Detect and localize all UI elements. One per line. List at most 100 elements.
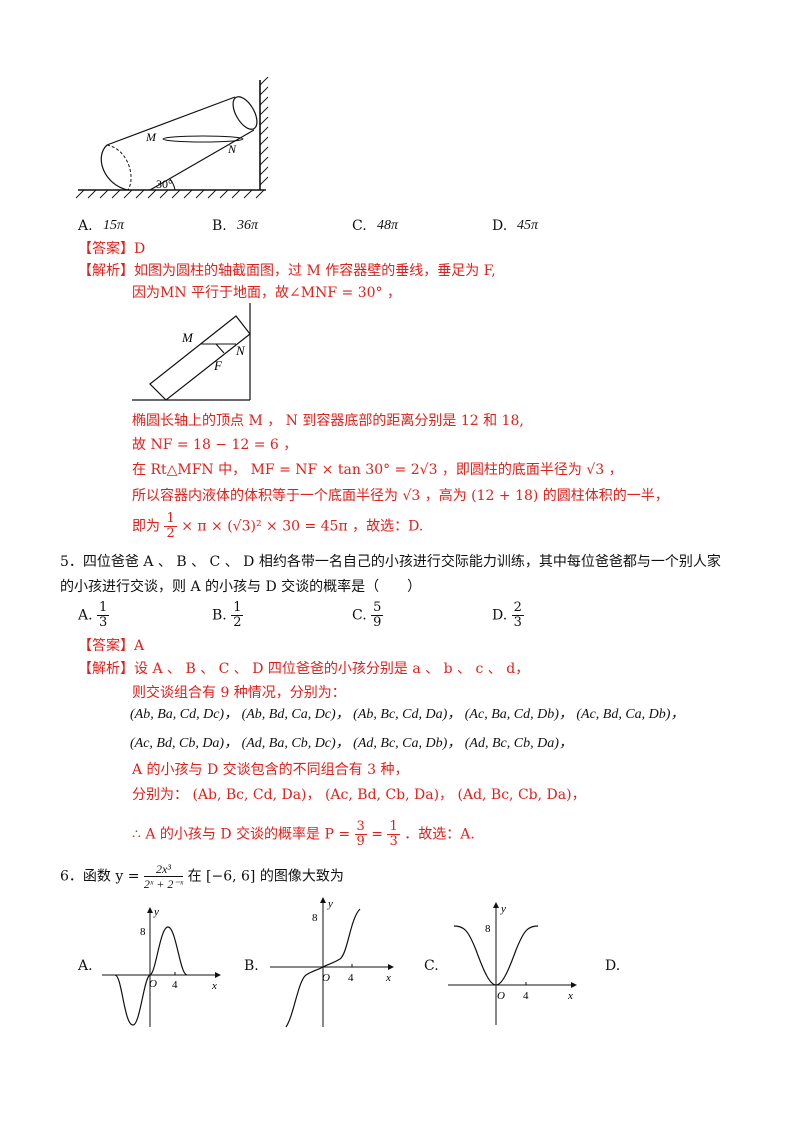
tick-label-x: 4: [523, 990, 529, 1002]
origin-label: O: [149, 978, 157, 990]
q5-stem-line-1: 5．四位爸爸 A 、 B 、 C 、 D 相约各带一名自己的小孩进行交际能力训练…: [60, 554, 721, 570]
option-letter: C.: [352, 607, 367, 624]
function-fraction: 2x³ 2ˣ + 2⁻ˣ: [143, 862, 184, 891]
q5-analysis-line-2: 则交谈组合有 9 种情况，分别为：: [132, 685, 346, 701]
axis-label-x: x: [211, 980, 217, 992]
analysis-text: 如图为圆柱的轴截面图，过 M 作容器壁的垂线，垂足为 F,: [134, 263, 496, 279]
tick-label-x: 4: [348, 972, 354, 984]
fraction-numerator: 1: [387, 819, 400, 835]
q6-stem: 6．函数 y = 2x³ 2ˣ + 2⁻ˣ 在 [−6, 6] 的图像大致为: [60, 862, 344, 891]
analysis-text: 设 A 、 B 、 C 、 D 四位爸爸的小孩分别是 a 、 b 、 c 、 d…: [134, 661, 530, 677]
origin-label: O: [497, 990, 505, 1002]
fraction-denominator: 3: [389, 834, 398, 849]
q4-analysis-line-1: 【解析】如图为圆柱的轴截面图，过 M 作容器壁的垂线，垂足为 F,: [78, 262, 496, 280]
fraction-denominator: 9: [373, 615, 382, 630]
label-m: M: [181, 330, 194, 345]
label-f: F: [213, 358, 223, 373]
fraction-numerator: 1: [164, 511, 177, 527]
fraction-numerator: 3: [354, 819, 367, 835]
fraction-denominator: 3: [513, 615, 522, 630]
graph-a: y x 8 O 4: [102, 906, 221, 1027]
axis-label-y: y: [327, 898, 333, 910]
q5-combos-row-1: (Ab, Ba, Cd, Dc)， (Ab, Bd, Ca, Dc)， (Ab,…: [130, 707, 685, 722]
q5-analysis-line-3: A 的小孩与 D 交谈包含的不同组合有 3 种，: [132, 762, 409, 778]
option-letter: D.: [492, 607, 508, 624]
stem-text: 6．函数 y =: [60, 868, 140, 885]
cross-section-figure: M N F: [132, 303, 251, 401]
label-n: N: [235, 343, 246, 358]
label-n: N: [227, 142, 237, 156]
q4-analysis-line-5: 在 Rt△MFN 中， MF = NF × tan 30° = 2√3 ，即圆柱…: [132, 462, 623, 478]
label-angle: 30°: [156, 177, 173, 191]
fraction-numerator: 5: [371, 600, 384, 616]
option-letter: B.: [212, 607, 227, 624]
option-letter: A.: [78, 607, 93, 624]
option-letter: A.: [78, 218, 93, 234]
answer-tag: 【答案】: [78, 241, 134, 257]
fraction-numerator: 1: [231, 600, 244, 616]
option-letter: C.: [424, 958, 439, 974]
axis-label-x: x: [385, 972, 391, 984]
fraction-numerator: 1: [97, 600, 110, 616]
fraction-denominator: 9: [356, 834, 365, 849]
fraction-denominator: 2: [166, 526, 175, 541]
analysis-text: ∴ A 的小孩与 D 交谈的概率是 P =: [132, 826, 351, 843]
label-m: M: [145, 130, 157, 144]
fraction-numerator: 2x³: [143, 862, 184, 877]
option-value: 45π: [517, 218, 539, 233]
fraction-numerator: 2: [511, 600, 524, 616]
q4-analysis-line-4: 故 NF = 18 − 12 = 6 ，: [132, 437, 298, 453]
analysis-text: ．故选：A.: [404, 826, 475, 843]
q4-answer: 【答案】D: [78, 240, 145, 258]
tick-label-y: 8: [140, 926, 146, 938]
axis-label-y: y: [153, 906, 159, 918]
q4-analysis-line-2: 因为MN 平行于地面，故∠MNF = 30° ，: [132, 285, 401, 301]
option-letter: D.: [605, 958, 621, 974]
analysis-text: × π × (√3)² × 30 = 45π ，故选：D.: [181, 518, 424, 535]
option-value: 36π: [237, 218, 259, 233]
option-letter: B.: [212, 218, 227, 234]
stem-text: 在 [−6, 6] 的图像大致为: [187, 868, 344, 885]
q5-analysis-line-4: 分别为： (Ab, Bc, Cd, Da)， (Ac, Bd, Cb, Da)，…: [132, 787, 586, 803]
q5-stem-line-2: 的小孩进行交谈，则 A 的小孩与 D 交谈的概率是（ ）: [60, 579, 422, 595]
equals-sign: =: [371, 826, 384, 843]
cylinder-figure: M N 30°: [75, 76, 269, 199]
option-value: 15π: [103, 218, 125, 233]
axis-label-y: y: [500, 903, 506, 915]
q5-analysis-line-1: 【解析】设 A 、 B 、 C 、 D 四位爸爸的小孩分别是 a 、 b 、 c…: [78, 660, 529, 678]
analysis-tag: 【解析】: [78, 263, 134, 279]
option-letter: B.: [244, 958, 259, 974]
option-value: 48π: [377, 218, 399, 233]
analysis-text: 即为: [132, 518, 160, 535]
graph-c: y x 8 O 4: [448, 902, 577, 1025]
option-letter: C.: [352, 218, 367, 234]
q5-answer: 【答案】A: [78, 637, 144, 655]
answer-tag: 【答案】: [78, 638, 134, 654]
q4-analysis-line-6: 所以容器内液体的体积等于一个底面半径为 √3 ，高为 (12 + 18) 的圆柱…: [132, 488, 669, 504]
tick-label-x: 4: [172, 979, 178, 991]
fraction-denominator: 2: [233, 615, 242, 630]
axis-label-x: x: [567, 990, 573, 1002]
analysis-tag: 【解析】: [78, 661, 134, 677]
q4-analysis-line-3: 椭圆长轴上的顶点 M ， N 到容器底部的距离分别是 12 和 18,: [132, 413, 524, 429]
origin-label: O: [322, 972, 330, 984]
answer-value: A: [134, 638, 145, 654]
graph-b: y x 8 O 4: [270, 897, 394, 1028]
tick-label-y: 8: [485, 923, 491, 935]
option-letter: A.: [78, 958, 93, 974]
option-letter: D.: [492, 218, 508, 234]
answer-value: D: [134, 241, 146, 257]
